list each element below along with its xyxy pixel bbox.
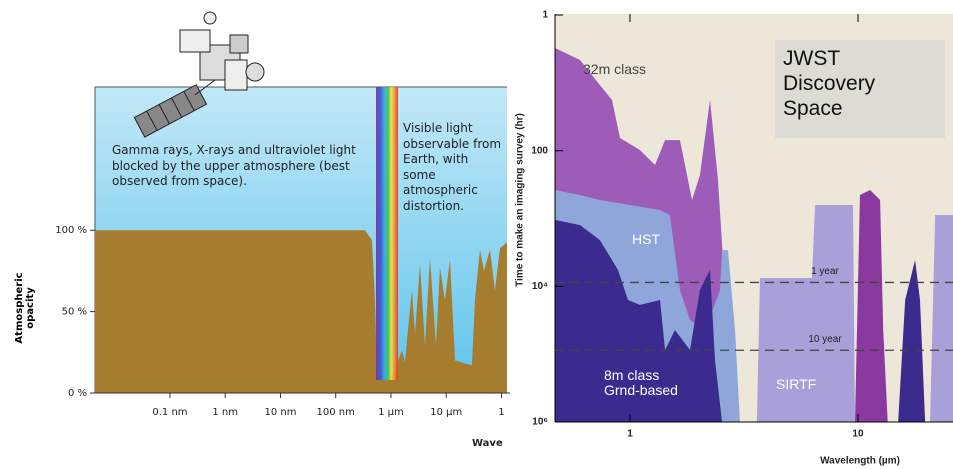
region-label: HST bbox=[632, 232, 712, 247]
region-label: 32m class bbox=[583, 62, 663, 77]
y-tick-label: 1 bbox=[542, 10, 548, 21]
x-tick-label: 10 nm bbox=[264, 407, 296, 418]
y-tick-label: 10⁶ bbox=[532, 417, 548, 428]
annotation: Visible light observable from Earth, wit… bbox=[403, 121, 503, 215]
x-tick-label: 1 bbox=[498, 407, 504, 418]
region-label: 8m class Grnd-based bbox=[604, 368, 684, 397]
y-axis-label: Atmospheric opacity bbox=[14, 269, 36, 347]
x-tick-label: 1 nm bbox=[212, 407, 238, 418]
y-tick-label: 10⁴ bbox=[532, 281, 548, 292]
y-tick-label: 0 % bbox=[68, 388, 87, 399]
chart-title: JWST Discovery Space bbox=[783, 46, 903, 122]
reference-label: 1 year bbox=[811, 266, 839, 277]
region-label: SIRTF bbox=[776, 377, 856, 392]
y-tick-label: 100 % bbox=[55, 225, 87, 236]
visible-spectrum bbox=[376, 87, 398, 380]
annotation: Gamma rays, X-rays and ultraviolet light… bbox=[112, 143, 367, 190]
x-tick-label: 10 µm bbox=[430, 407, 462, 418]
x-tick-label: 1 µm bbox=[378, 407, 404, 418]
reference-label: 10 year bbox=[808, 334, 842, 345]
x-tick-label: 10 bbox=[852, 429, 864, 440]
y-axis-label: Time to make an imaging survey (hr) bbox=[515, 113, 526, 287]
x-tick-label: 100 nm bbox=[317, 407, 355, 418]
x-tick-label: 1 bbox=[627, 429, 633, 440]
x-axis-label: Wave bbox=[472, 438, 503, 449]
y-tick-label: 50 % bbox=[62, 307, 87, 318]
y-tick-label: 100 bbox=[531, 145, 548, 156]
x-axis-label: Wavelength (µm) bbox=[820, 456, 900, 467]
x-tick-label: 0.1 nm bbox=[152, 407, 187, 418]
figure: 0 % 50 % 100 % 0.1 nm 1 nm 10 nm 100 nm 1 µm 10 … bbox=[0, 0, 953, 469]
